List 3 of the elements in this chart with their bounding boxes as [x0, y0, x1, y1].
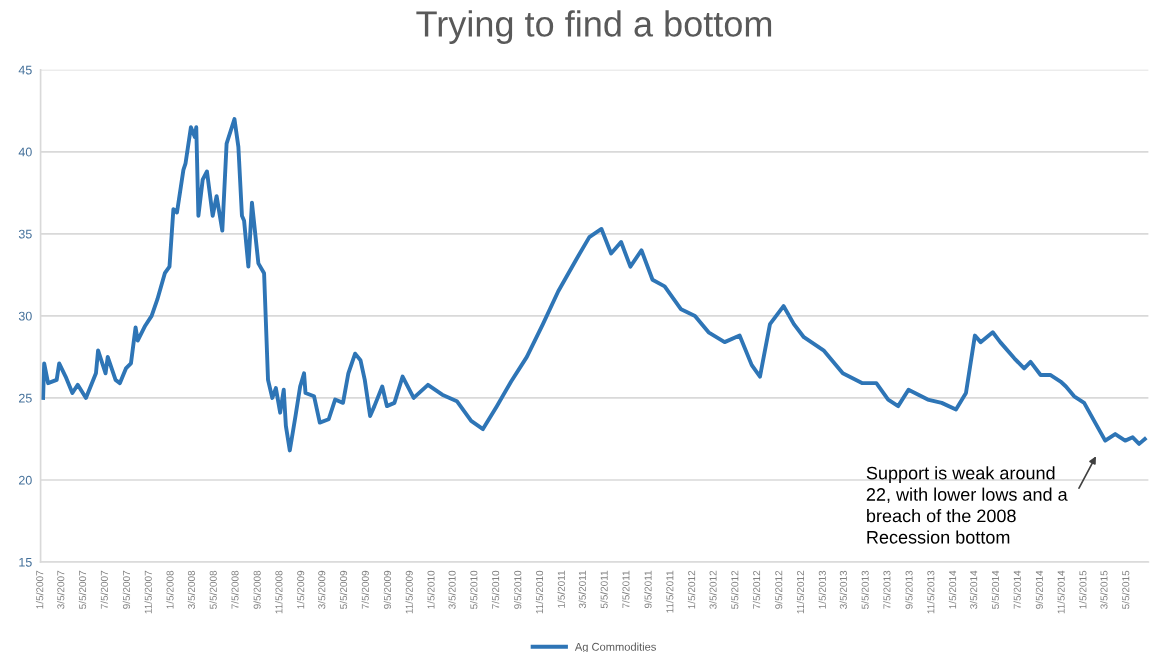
line-series [41, 117, 1147, 453]
chart-title: Trying to find a bottom [416, 10, 772, 44]
annotation: Support is weak around 22, with lower lows and a breach of the 2008 Recession bottom [866, 466, 1068, 544]
